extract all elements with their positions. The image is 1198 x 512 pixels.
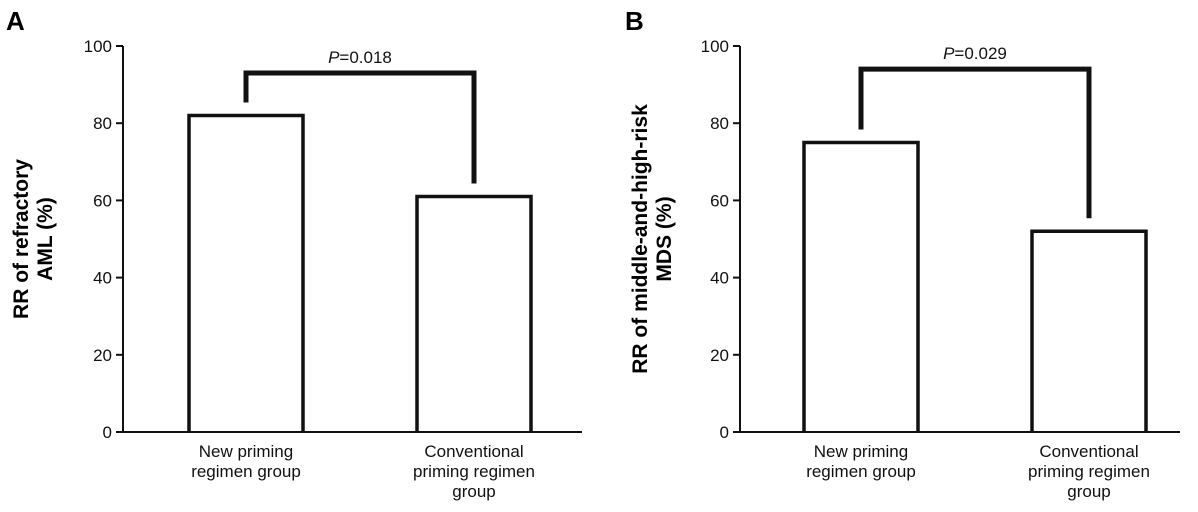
p-value-symbol: P (328, 48, 340, 67)
chart-panel-b: B RR of middle-and-high-risk MDS (%) 0 20… (599, 0, 1198, 512)
y-tick-label: 100 (701, 37, 729, 56)
bar (415, 194, 533, 432)
y-tick-label: 80 (93, 114, 112, 133)
y-tick-label: 100 (84, 37, 112, 56)
x-tick-label-line: Conventional (1039, 442, 1138, 461)
significance-bracket (858, 66, 1092, 219)
y-tick-label: 0 (103, 423, 112, 442)
x-tick-label-line: New priming (814, 442, 908, 461)
p-value-number: =0.018 (339, 48, 391, 67)
p-value-label: P=0.029 (943, 44, 1007, 63)
y-tick-label: 60 (93, 191, 112, 210)
y-tick-label: 60 (710, 191, 729, 210)
panel-label: A (6, 6, 25, 36)
x-tick-label-line: priming regimen (413, 462, 535, 481)
significance-bracket (243, 70, 477, 184)
bar-chart-b: 0 20 40 60 80 100 New priming regimen group Conv… (701, 37, 1180, 501)
bar-chart-a: 0 20 40 60 80 100 New priming regimen group Conv… (84, 37, 582, 501)
x-tick-label-line: regimen group (191, 462, 301, 481)
p-value-number: =0.029 (954, 44, 1006, 63)
x-tick-label-line: Conventional (424, 442, 523, 461)
panel-label: B (625, 6, 644, 36)
x-tick-label: Conventional priming regimen group (1028, 442, 1150, 501)
y-tick-label: 0 (720, 423, 729, 442)
chart-panel-a: A RR of refractory AML (%) 0 20 40 60 80 100 N… (6, 6, 582, 501)
y-tick-label: 80 (710, 114, 729, 133)
p-value-label: P=0.018 (328, 48, 392, 67)
x-tick-label: New priming regimen group (191, 442, 301, 481)
y-tick-label: 20 (93, 346, 112, 365)
bar (187, 113, 305, 432)
x-tick-label-line: New priming (199, 442, 293, 461)
y-tick-label: 40 (93, 269, 112, 288)
bar (802, 140, 920, 432)
x-tick-label: Conventional priming regimen group (413, 442, 535, 501)
x-tick-label-line: priming regimen (1028, 462, 1150, 481)
y-tick-label: 20 (710, 346, 729, 365)
bar (1030, 229, 1148, 432)
y-tick-label: 40 (710, 269, 729, 288)
x-tick-label-line: group (452, 482, 495, 501)
p-value-symbol: P (943, 44, 955, 63)
x-tick-label: New priming regimen group (806, 442, 916, 481)
x-tick-label-line: regimen group (806, 462, 916, 481)
x-tick-label-line: group (1067, 482, 1110, 501)
